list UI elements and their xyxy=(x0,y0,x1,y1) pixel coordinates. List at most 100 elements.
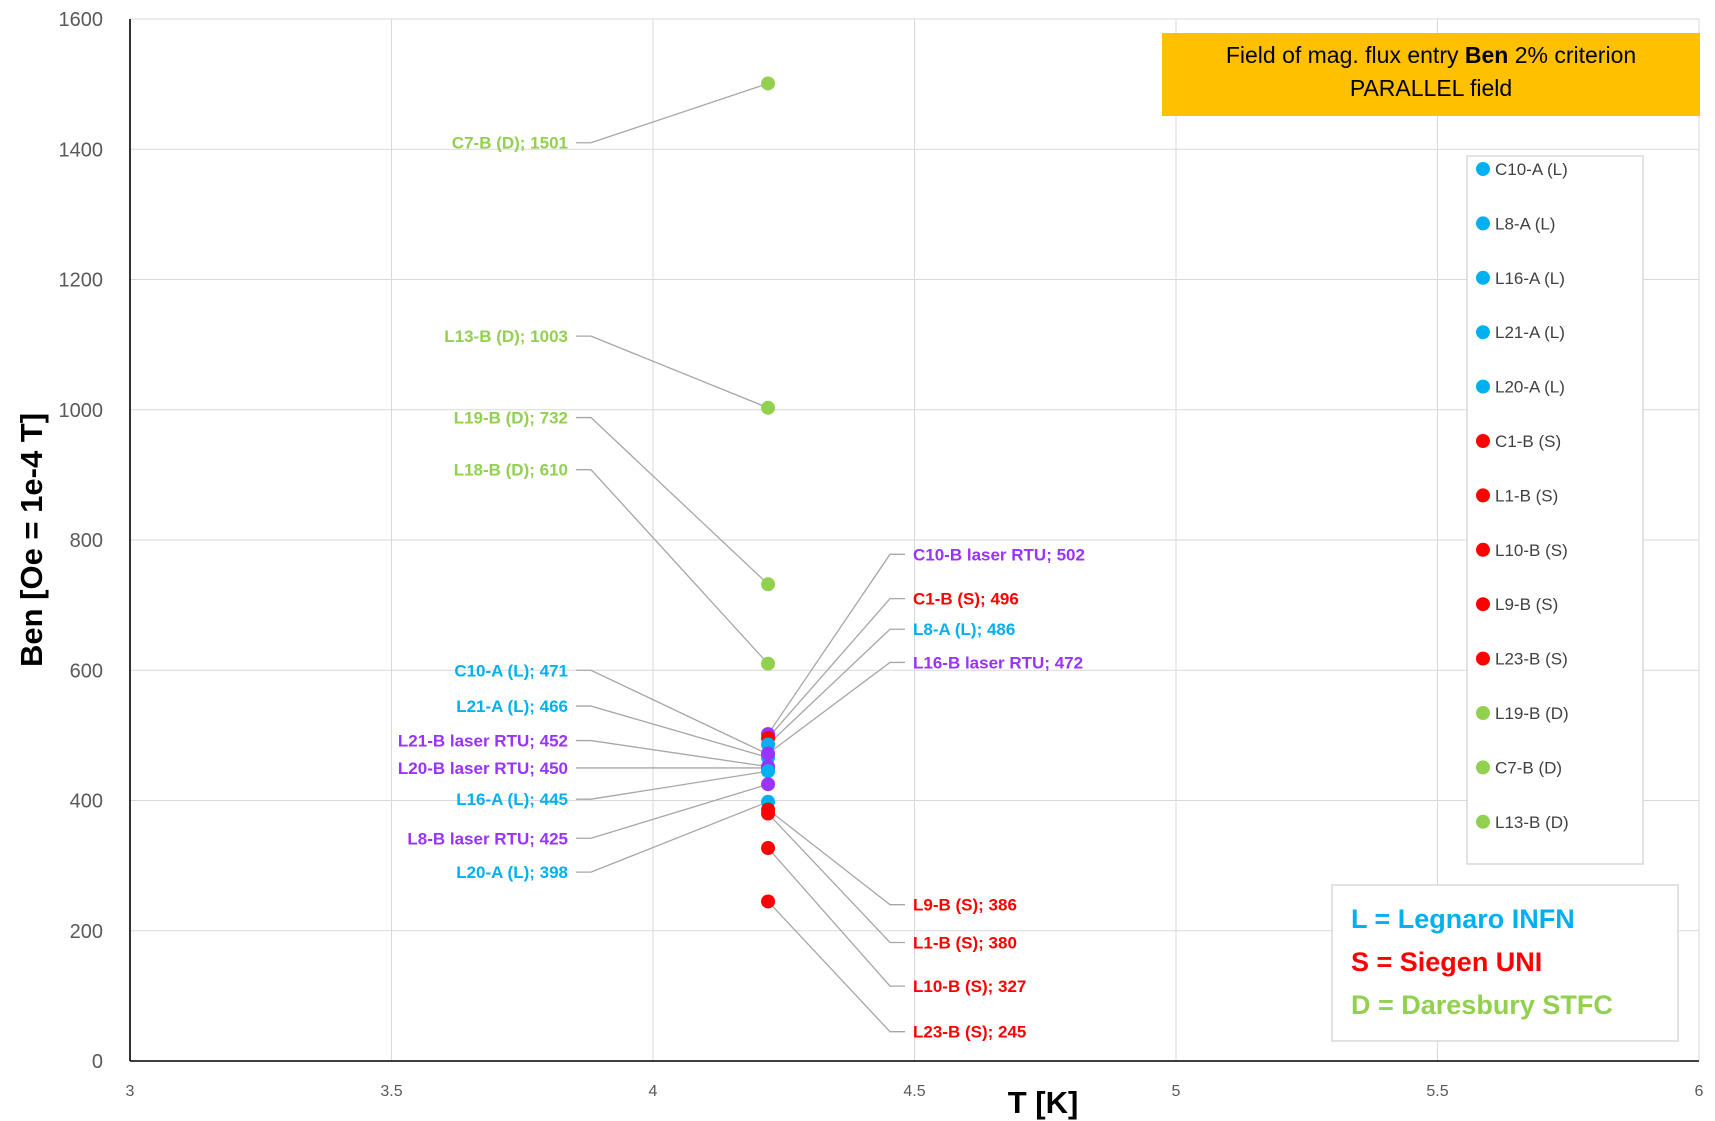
x-tick-label: 5 xyxy=(1172,1083,1181,1100)
title-background xyxy=(1162,33,1700,116)
legend-label: C7-B (D) xyxy=(1495,758,1562,777)
legend-marker xyxy=(1476,325,1490,340)
legend-label: L10-B (S) xyxy=(1495,541,1568,560)
data-label: L19-B (D); 732 xyxy=(454,409,568,428)
leader-line xyxy=(576,416,769,585)
point-l16-a-l-445 xyxy=(761,764,776,779)
legend-label: L8-A (L) xyxy=(1495,214,1555,233)
leader-line xyxy=(767,847,905,987)
source-key: L = Legnaro INFN S = Siegen UNI D = Daresb… xyxy=(1331,884,1679,1042)
legend-entry: C7-B (D) xyxy=(1476,758,1562,777)
x-tick-label: 5.5 xyxy=(1426,1083,1448,1100)
legend-marker xyxy=(1476,270,1490,285)
y-tick-label: 1200 xyxy=(59,270,104,292)
data-label: C10-A (L); 471 xyxy=(454,661,568,680)
legend-entry: L9-B (S) xyxy=(1476,595,1558,614)
x-tick-label: 6 xyxy=(1695,1083,1704,1100)
title-line: PARALLEL field xyxy=(1350,75,1512,101)
data-label: C1-B (S); 496 xyxy=(913,590,1019,609)
leader-line xyxy=(767,900,905,1033)
leader-line xyxy=(767,597,905,739)
point-l23-b-s-245 xyxy=(761,894,776,909)
legend-entry: L21-A (L) xyxy=(1476,323,1565,342)
key-line: D = Daresbury STFC xyxy=(1351,990,1613,1020)
legend-label: L16-A (L) xyxy=(1495,269,1565,288)
legend-marker xyxy=(1476,542,1490,557)
legend-label: L21-A (L) xyxy=(1495,323,1565,342)
data-label: L23-B (S); 245 xyxy=(913,1023,1026,1042)
data-label: L13-B (D); 1003 xyxy=(444,327,568,346)
legend-label: C10-A (L) xyxy=(1495,160,1568,179)
point-l10-b-s-327 xyxy=(761,841,776,856)
legend-label: L9-B (S) xyxy=(1495,595,1558,614)
title-line: Field of mag. flux entry Ben 2% criterio… xyxy=(1226,42,1636,68)
y-axis-title: Ben [Oe = 1e-4 T] xyxy=(14,413,49,667)
data-label: L10-B (S); 327 xyxy=(913,977,1026,996)
point-l13-b-d-1003 xyxy=(761,400,776,415)
legend-entry: L20-A (L) xyxy=(1476,378,1565,397)
legend-marker xyxy=(1476,814,1490,829)
leader-line xyxy=(576,801,769,873)
x-tick-label: 4 xyxy=(649,1083,658,1100)
x-axis-title: T [K] xyxy=(1008,1085,1079,1120)
chart-title: Field of mag. flux entry Ben 2% criterio… xyxy=(1162,33,1700,116)
legend-entry: C1-B (S) xyxy=(1476,432,1561,451)
legend-entry: L23-B (S) xyxy=(1476,650,1568,669)
legend-marker xyxy=(1476,760,1490,775)
data-label: L8-A (L); 486 xyxy=(913,620,1015,639)
leader-line xyxy=(576,669,769,755)
point-l16-b-laser-rtu-472 xyxy=(761,746,776,761)
legend-entry: L13-B (D) xyxy=(1476,813,1569,832)
y-tick-label: 200 xyxy=(70,921,103,943)
legend-label: L20-A (L) xyxy=(1495,378,1565,397)
legend-marker xyxy=(1476,651,1490,666)
leader-line xyxy=(767,553,905,735)
data-label: L16-A (L); 445 xyxy=(456,790,568,809)
key-line: S = Siegen UNI xyxy=(1351,947,1542,977)
data-label: L20-A (L); 398 xyxy=(456,863,568,882)
data-label: L16-B laser RTU; 472 xyxy=(913,653,1083,672)
grid xyxy=(130,18,1700,1061)
leader-line xyxy=(576,469,769,665)
legend-label: L23-B (S) xyxy=(1495,650,1568,669)
y-tick-label: 1600 xyxy=(59,9,104,31)
leader-line xyxy=(576,770,769,800)
legend-entry: L8-A (L) xyxy=(1476,214,1555,233)
point-labels: C10-A (L); 471 L21-A (L); 466 L21-B laser … xyxy=(398,134,1085,1042)
leader-line xyxy=(767,809,905,906)
legend-marker xyxy=(1476,706,1490,720)
legend-entry: L1-B (S) xyxy=(1476,486,1558,505)
data-label: C10-B laser RTU; 502 xyxy=(913,545,1085,564)
legend-marker xyxy=(1476,379,1490,394)
legend-entry: C10-A (L) xyxy=(1476,160,1568,179)
point-l1-b-s-380 xyxy=(761,806,776,821)
leader-line xyxy=(576,783,769,839)
leader-line xyxy=(576,82,769,144)
y-tick-label: 400 xyxy=(70,791,103,813)
legend-entry: L19-B (D) xyxy=(1476,704,1569,723)
leader-line xyxy=(767,813,905,944)
y-tick-label: 1000 xyxy=(59,400,104,422)
axes: 3 3.5 4 4.5 5 5.5 6 0 200 400 600 800 1000 1200 1400 16… xyxy=(59,9,1704,1100)
leader-line xyxy=(576,335,769,409)
y-tick-label: 800 xyxy=(70,530,103,552)
legend-marker xyxy=(1476,162,1490,176)
legend-label: C1-B (S) xyxy=(1495,432,1561,451)
data-points xyxy=(761,76,776,909)
data-label: L21-A (L); 466 xyxy=(456,697,568,716)
data-label: L9-B (S); 386 xyxy=(913,896,1017,915)
leader-line xyxy=(576,705,769,759)
legend: C10-A (L) L8-A (L) L16-A (L) L21-A (L) L20-A… xyxy=(1466,155,1644,865)
leader-line xyxy=(767,661,905,755)
x-tick-label: 3 xyxy=(126,1083,135,1100)
y-tick-label: 600 xyxy=(70,660,103,682)
data-label: C7-B (D); 1501 xyxy=(452,134,568,153)
data-label: L20-B laser RTU; 450 xyxy=(398,759,568,778)
key-box xyxy=(1331,884,1679,1042)
y-tick-label: 1400 xyxy=(59,139,104,161)
leader-lines xyxy=(576,82,905,1033)
legend-marker xyxy=(1476,434,1490,448)
data-label: L21-B laser RTU; 452 xyxy=(398,732,568,751)
point-c7-b-d-1501 xyxy=(761,76,776,91)
legend-marker xyxy=(1476,488,1490,503)
